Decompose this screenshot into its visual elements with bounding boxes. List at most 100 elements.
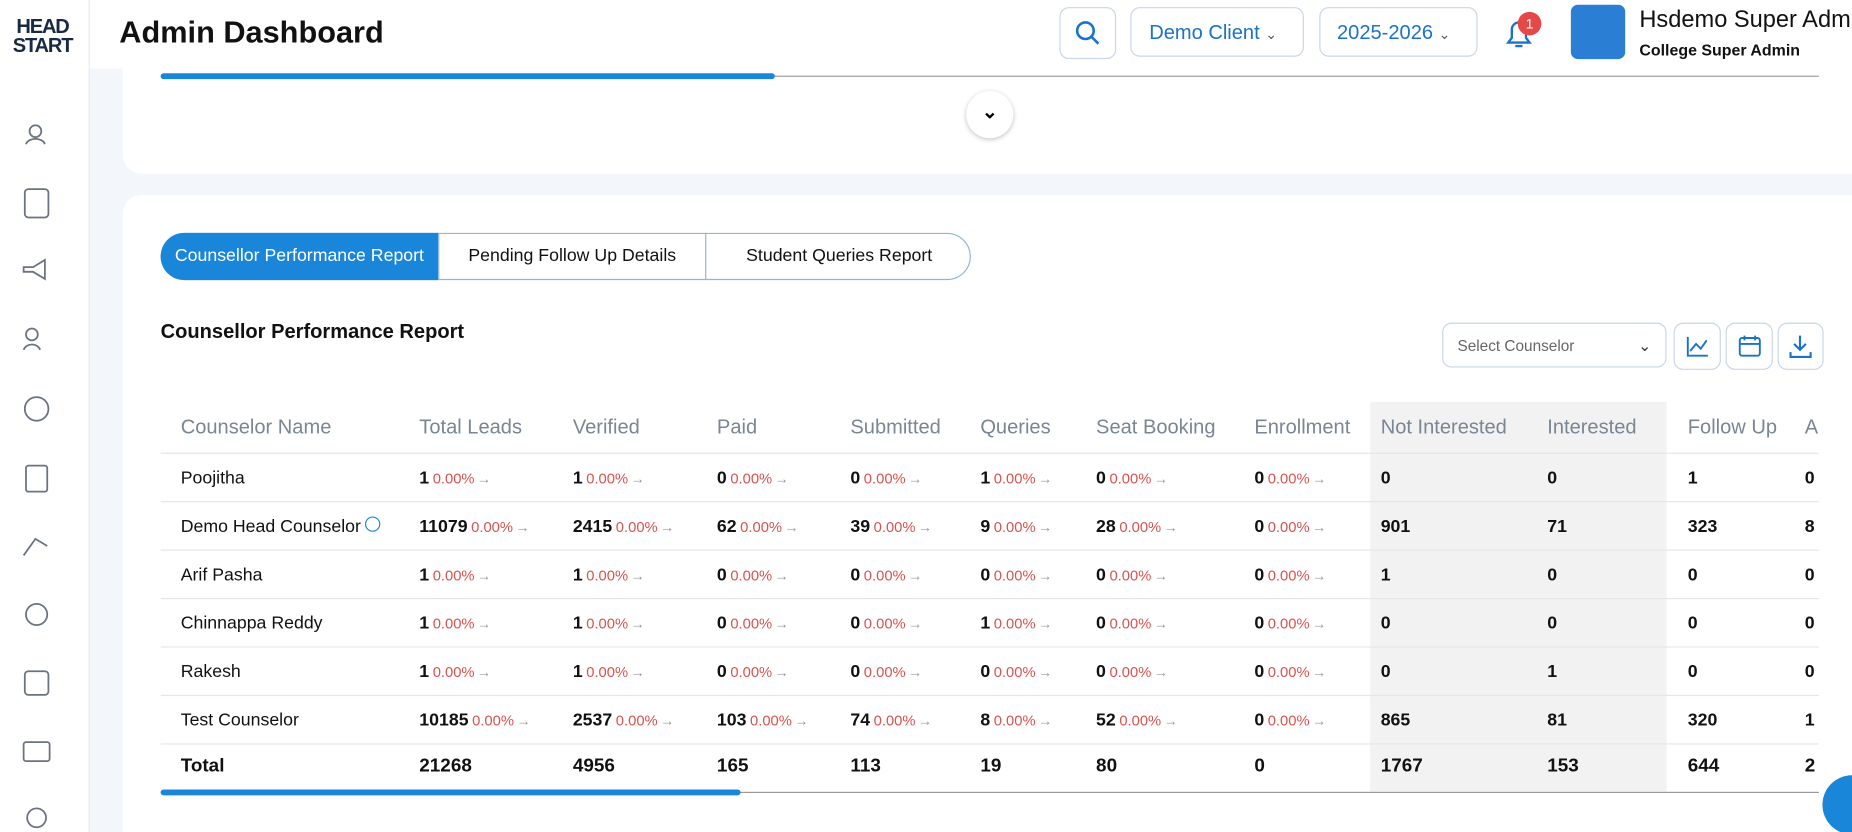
arrow-icon[interactable]: → [908,567,923,584]
total-value: 19 [980,756,1002,777]
report-title: Counsellor Performance Report [160,320,465,343]
arrow-icon[interactable]: → [630,567,645,584]
arrow-icon[interactable]: → [1153,470,1168,487]
arrow-icon[interactable]: → [1311,664,1327,681]
arrow-icon[interactable]: → [516,712,531,730]
nav-icon[interactable] [23,396,50,422]
arrow-icon[interactable]: → [1153,615,1168,633]
search-button[interactable] [1059,7,1117,60]
chart-button[interactable] [1673,322,1721,370]
info-icon[interactable] [364,516,380,532]
arrow-icon[interactable]: → [1163,712,1178,730]
arrow-icon[interactable]: → [1037,615,1053,633]
metric-cell: 0 0.00% → [1254,662,1326,682]
arrow-icon[interactable]: → [784,518,799,536]
arrow-icon[interactable]: → [1153,567,1168,584]
total-value: 165 [716,756,749,777]
column-header: Interested [1547,415,1637,439]
metric-value: 0 [1687,661,1698,682]
scroll-thumb[interactable] [160,73,775,80]
arrow-icon[interactable]: → [774,567,789,584]
arrow-icon[interactable]: → [630,615,645,633]
arrow-icon[interactable]: → [917,712,933,730]
arrow-icon[interactable]: → [794,712,809,730]
arrow-icon[interactable]: → [1153,664,1168,681]
arrow-icon[interactable]: → [1163,518,1178,536]
count: 1 [572,613,583,634]
report-tab[interactable]: Student Queries Report [705,232,972,281]
metric-cell: 0 0.00% → [980,565,1052,585]
arrow-icon[interactable]: → [476,567,492,584]
download-button[interactable] [1777,322,1824,370]
percentage: 0.00% [615,712,658,730]
calendar-button[interactable] [1725,322,1773,370]
nav-icon[interactable] [25,124,46,145]
metric-cell: 0 0.00% → [717,565,789,585]
metric-cell: 0 0.00% → [1254,516,1326,536]
arrow-icon[interactable]: → [1311,567,1327,584]
arrow-icon[interactable]: → [660,712,675,730]
arrow-icon[interactable]: → [660,518,675,536]
arrow-icon[interactable]: → [1311,712,1327,730]
count: 0 [1254,564,1265,585]
arrow-icon[interactable]: → [774,664,789,681]
metric-value: 8 [1804,516,1815,537]
percentage: 0.00% [586,664,629,681]
metric-cell: 103 0.00% → [717,710,809,730]
report-tab[interactable]: Counsellor Performance Report [160,232,439,281]
percentage: 0.00% [1267,615,1310,633]
metric-value: 0 [1380,661,1391,682]
percentage: 0.00% [586,470,629,487]
metric-cell: 0 0.00% → [1254,468,1326,488]
metric-cell: 0 0.00% → [850,662,922,682]
count: 1 [419,467,430,489]
metric-cell: 9 0.00% → [980,516,1052,536]
arrow-icon[interactable]: → [774,615,789,633]
arrow-icon[interactable]: → [630,470,645,487]
client-dropdown[interactable]: Demo Client ⌄ [1130,7,1304,57]
arrow-icon[interactable]: → [1037,567,1053,584]
nav-icon[interactable] [26,807,47,829]
nav-icon[interactable] [25,464,49,493]
counselor-select[interactable]: Select Counselor ⌄ [1442,322,1667,368]
count: 0 [980,564,991,585]
nav-icon[interactable] [22,537,48,556]
arrow-icon[interactable]: → [917,518,933,536]
nav-icon[interactable] [23,188,50,219]
report-tab[interactable]: Pending Follow Up Details [438,232,705,281]
metric-value: 0 [1547,613,1558,634]
nav-icon[interactable] [22,741,51,762]
arrow-icon[interactable]: → [908,615,923,633]
metric-cell: 0 0.00% → [1254,565,1326,585]
arrow-icon[interactable]: → [1311,518,1327,536]
metric-cell: 10185 0.00% → [419,710,530,730]
arrow-icon[interactable]: → [908,470,923,487]
table-scroll-thumb[interactable] [160,789,741,796]
nav-icon[interactable] [23,670,50,696]
arrow-icon[interactable]: → [774,470,789,487]
arrow-icon[interactable]: → [908,664,923,681]
arrow-icon[interactable]: → [1311,470,1327,487]
arrow-icon[interactable]: → [1311,615,1327,633]
nav-icon[interactable] [25,603,49,627]
arrow-icon[interactable]: → [476,615,492,633]
year-dropdown[interactable]: 2025-2026 ⌄ [1319,7,1478,57]
nav-icon[interactable] [22,258,46,281]
metric-value: 1 [1547,661,1558,682]
expand-button[interactable]: ⌄ [966,90,1014,139]
arrow-icon[interactable]: → [630,664,645,681]
arrow-icon[interactable]: → [476,470,492,487]
arrow-icon[interactable]: → [1037,712,1053,730]
arrow-icon[interactable]: → [476,664,492,681]
count: 0 [716,661,727,682]
arrow-icon[interactable]: → [1037,664,1053,681]
arrow-icon[interactable]: → [1037,470,1053,487]
count: 0 [1254,710,1265,731]
arrow-icon[interactable]: → [1037,518,1053,536]
nav-icon[interactable] [22,327,41,351]
count: 1 [419,564,430,585]
arrow-icon[interactable]: → [515,518,530,536]
count: 8 [980,710,991,731]
name-text: Poojitha [180,467,245,489]
total-value: 153 [1547,756,1579,777]
